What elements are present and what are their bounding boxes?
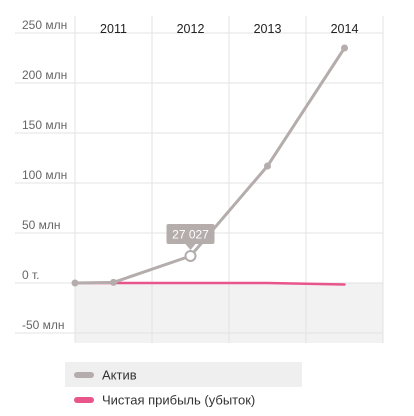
y-tick-label: 200 млн <box>22 68 67 82</box>
y-tick-label: 100 млн <box>22 168 67 182</box>
legend-swatch <box>74 397 94 403</box>
x-tick-label: 2014 <box>331 22 359 36</box>
tooltip: 27 027 <box>166 223 215 262</box>
legend: Актив Чистая прибыль (убыток) <box>65 362 302 408</box>
y-tick-label: 150 млн <box>22 118 67 132</box>
y-tick-label: -50 млн <box>22 318 65 332</box>
data-point <box>71 279 79 287</box>
data-point <box>341 44 348 52</box>
data-point <box>264 162 271 170</box>
series <box>71 44 348 287</box>
y-tick-label: 0 т. <box>22 268 40 282</box>
y-axis: 250 млн 200 млн 150 млн 100 млн 50 млн 0 т. -5… <box>22 18 67 332</box>
data-point <box>110 278 117 286</box>
grid <box>15 16 384 343</box>
tooltip-pointer <box>185 243 196 250</box>
x-tick-label: 2012 <box>177 22 205 36</box>
legend-swatch <box>74 372 94 378</box>
x-tick-label: 2011 <box>100 22 127 36</box>
highlighted-point <box>184 249 197 262</box>
x-tick-label: 2013 <box>254 22 282 36</box>
y-tick-label: 250 млн <box>22 18 67 32</box>
legend-label: Чистая прибыль (убыток) <box>102 393 255 408</box>
x-axis-years: 2011 2012 2013 2014 <box>100 22 358 36</box>
legend-item-background <box>65 362 302 387</box>
y-tick-label: 50 млн <box>22 218 61 232</box>
tooltip-box <box>166 223 215 244</box>
tooltip-label: 27 027 <box>172 227 209 241</box>
legend-label: Актив <box>102 368 137 383</box>
